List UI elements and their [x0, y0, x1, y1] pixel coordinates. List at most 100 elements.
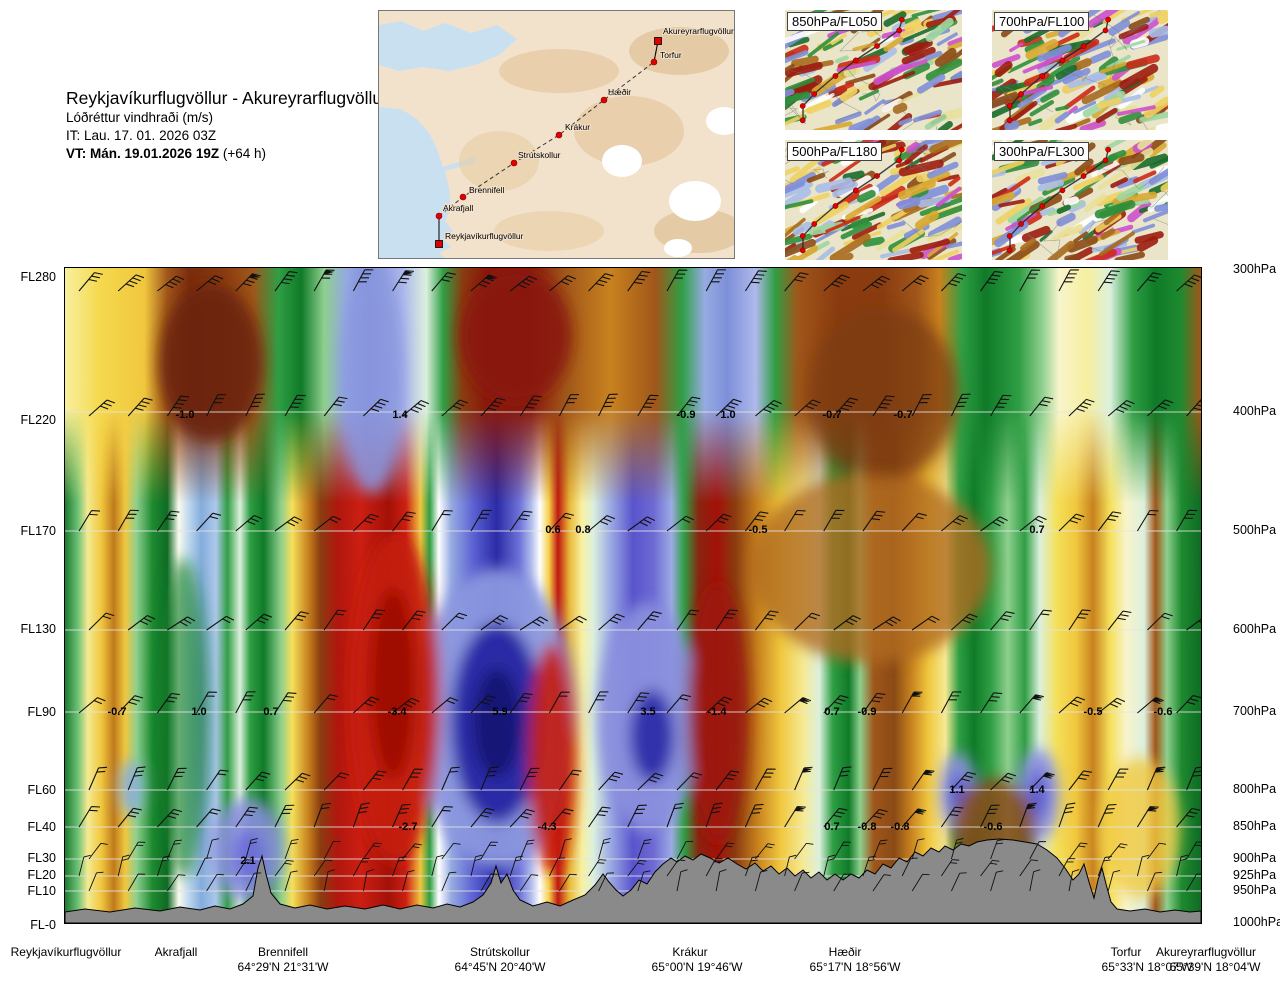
wind-barb	[245, 872, 262, 892]
init-time: IT: Lau. 17. 01. 2026 03Z	[66, 128, 217, 143]
flight-level-tick-label: FL-0	[30, 918, 56, 932]
wind-barb	[990, 839, 1005, 860]
mini-panel-500hPa: 500hPa/FL180	[785, 140, 962, 260]
wind-barb	[950, 838, 964, 860]
wind-barb	[166, 395, 190, 417]
wind-barb	[558, 769, 582, 791]
wind-barb	[431, 697, 459, 714]
wind-barb	[206, 873, 225, 892]
wind-barb	[1029, 609, 1052, 631]
wind-barb	[784, 509, 806, 532]
wind-barb	[235, 859, 254, 877]
wind-barb	[911, 838, 925, 860]
wind-barb	[637, 772, 664, 791]
wind-barb	[519, 874, 539, 892]
pressure-tick-label: 400hPa	[1233, 404, 1277, 418]
wind-barb	[715, 398, 742, 417]
wind-barb	[862, 275, 890, 292]
wind-barb	[872, 616, 901, 631]
pressure-tick-label: 850hPa	[1233, 819, 1277, 833]
pressure-tick-label: 950hPa	[1233, 883, 1277, 897]
map-station-marker	[435, 212, 443, 220]
wind-barb	[1176, 695, 1202, 714]
contour-value-label: 0.6	[545, 524, 561, 536]
wind-barb	[1029, 396, 1054, 417]
wind-barb	[470, 695, 496, 714]
pressure-tick-label: 600hPa	[1233, 622, 1277, 636]
wind-barb	[676, 841, 694, 860]
wind-barb	[637, 870, 651, 892]
wind-barb	[862, 855, 877, 877]
flight-level-tick-label: FL30	[27, 851, 57, 865]
wind-barb	[117, 695, 144, 714]
wind-barb	[754, 610, 779, 631]
wind-barb	[676, 869, 688, 892]
wind-barb	[588, 515, 616, 532]
wind-barb	[548, 512, 574, 532]
wind-barb	[598, 838, 611, 860]
wind-barb	[1137, 697, 1164, 714]
wind-barb	[156, 510, 180, 532]
contour-value-label: -0.7	[893, 409, 913, 421]
wind-barb	[392, 270, 414, 292]
wind-barb	[127, 766, 146, 791]
pressure-tick-label: 1000hPa	[1233, 915, 1280, 929]
wind-barb	[627, 270, 651, 292]
map-station-marker	[600, 96, 608, 104]
wind-barb	[1097, 856, 1112, 877]
map-station-marker	[510, 159, 518, 167]
wind-barb	[598, 393, 618, 417]
flight-level-tick-label: FL90	[27, 705, 57, 719]
contour-value-label: -0.5	[1083, 706, 1103, 718]
wind-barb	[1146, 871, 1163, 892]
map-station-label: Akrafjall	[443, 203, 473, 213]
map-station-marker	[555, 131, 563, 139]
pressure-tick-label: 700hPa	[1233, 704, 1277, 718]
wind-barb	[901, 691, 923, 714]
wind-barb	[353, 696, 380, 714]
contour-value-label: -4.3	[537, 821, 557, 833]
wind-barb	[794, 399, 821, 417]
wind-barb	[352, 802, 370, 828]
wind-barb	[127, 841, 146, 860]
contour-value-label: 3.5	[640, 706, 656, 718]
wind-barb	[353, 858, 370, 877]
wind-barb	[323, 841, 341, 860]
wind-barb	[676, 772, 702, 791]
contour-value-label: -0.8	[857, 821, 877, 833]
map-station-label: Reykjavíkurflugvöllur	[445, 231, 524, 241]
wind-barb	[549, 275, 576, 292]
wind-barb	[88, 842, 108, 860]
wind-barb	[784, 272, 809, 292]
contour-value-label: 0.7	[824, 706, 840, 718]
wind-barb	[862, 692, 886, 714]
contour-value-label: 1.0	[720, 409, 736, 421]
wind-barb	[901, 808, 927, 828]
wind-barb	[313, 802, 332, 828]
wind-barb	[823, 274, 850, 292]
wind-barb	[235, 806, 258, 828]
wind-barb	[980, 516, 1008, 532]
wind-barb	[637, 394, 659, 417]
wind-barb	[940, 691, 962, 714]
wind-barb	[833, 766, 852, 791]
terrain-silhouette	[64, 838, 1202, 924]
wind-barb	[666, 515, 694, 532]
wind-barb	[705, 802, 723, 828]
wind-barb	[431, 272, 456, 292]
wind-barb	[1019, 694, 1044, 714]
wind-barb	[88, 871, 104, 892]
wind-barb	[363, 398, 389, 417]
wind-barb	[509, 808, 535, 828]
wind-barb	[755, 400, 782, 417]
wind-barb	[754, 768, 776, 791]
wind-barb	[794, 842, 814, 860]
wind-barb	[470, 274, 497, 292]
flight-level-tick-label: FL20	[27, 868, 57, 882]
wind-barb	[941, 273, 967, 292]
wind-barb	[627, 859, 647, 877]
wind-barb	[1097, 270, 1120, 292]
wind-barb	[1147, 612, 1173, 631]
wind-barb	[235, 691, 256, 714]
wind-barb	[1068, 770, 1093, 791]
